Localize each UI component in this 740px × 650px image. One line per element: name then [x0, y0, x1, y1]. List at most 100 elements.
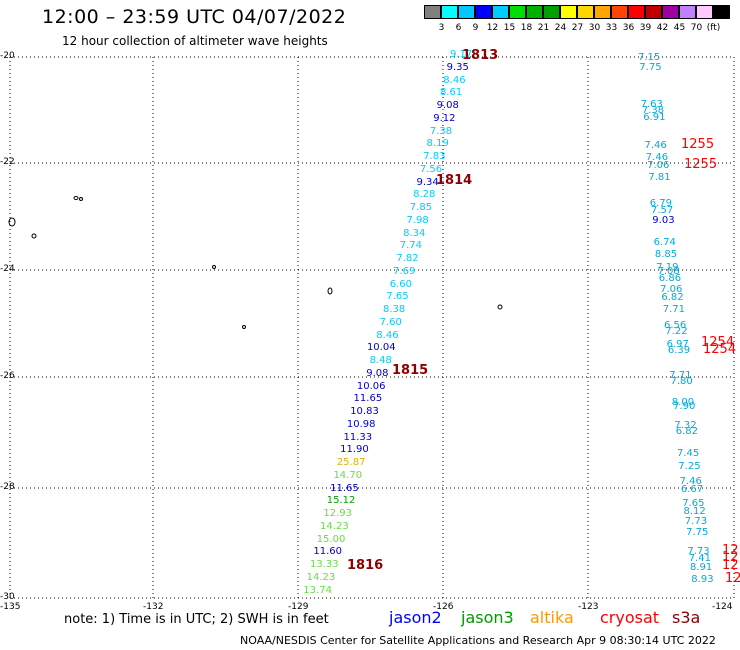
color-swatch [696, 5, 713, 19]
color-scale-label: 39 [639, 23, 652, 33]
color-scale-label: 12 [486, 23, 499, 33]
wave-height-value: 7.63 [640, 99, 663, 110]
wave-height-value: 7.56 [419, 163, 443, 175]
wave-height-value: 8.48 [369, 355, 392, 366]
color-scale-label: 27 [571, 23, 584, 33]
wave-height-value: 15.12 [326, 495, 356, 507]
wave-height-value: 14.23 [306, 571, 336, 583]
satellite-name-s3a: s3a [672, 608, 701, 627]
wave-height-value: 6.79 [649, 198, 672, 209]
wave-height-value: 7.98 [406, 214, 429, 226]
color-scale-label: 36 [622, 23, 635, 33]
footnote: note: 1) Time is in UTC; 2) SWH is in fe… [64, 612, 329, 627]
island-outline [242, 325, 246, 329]
color-scale-label: 30 [588, 23, 601, 33]
wave-height-value: 6.74 [653, 237, 676, 248]
wave-height-value: 14.23 [320, 520, 349, 532]
wave-height-value: 7.19 [656, 262, 679, 273]
wave-height-value: 10.06 [356, 380, 386, 392]
wave-height-value: 7.75 [639, 62, 662, 73]
credit-line: NOAA/NESDIS Center for Satellite Applica… [240, 634, 716, 647]
color-scale-label: 15 [503, 23, 516, 33]
pass-time-label: 1254 [701, 335, 735, 350]
island-outline [8, 217, 16, 227]
wave-height-value: 7.73 [687, 546, 710, 557]
wave-height-value: 6.82 [675, 426, 698, 437]
wave-height-value: 6.39 [667, 345, 691, 356]
wave-height-value: 8.61 [439, 87, 463, 99]
latitude-label: -20 [0, 51, 15, 61]
color-swatch [628, 5, 645, 19]
wave-height-value: 7.06 [660, 284, 683, 295]
color-swatch [458, 5, 475, 19]
wave-height-value: 8.91 [690, 562, 713, 573]
wave-height-value: 14.70 [333, 469, 363, 481]
wave-height-value: 11.65 [330, 482, 359, 494]
wave-height-value: 6.86 [658, 273, 682, 284]
pass-time-label: 12 [722, 543, 739, 558]
wave-height-value: 7.74 [399, 240, 423, 252]
color-swatch [713, 5, 730, 19]
island-outline [79, 197, 83, 201]
color-scale-label: 9 [472, 23, 479, 33]
wave-height-value: 12.93 [323, 508, 353, 519]
longitude-label: -132 [143, 602, 164, 612]
wave-height-value: 9.08 [436, 100, 459, 111]
pass-time-label: 12 [725, 571, 740, 586]
wave-height-value: 7.69 [393, 265, 416, 277]
color-scale-label: 6 [455, 23, 462, 33]
color-scale-label: 3 [438, 23, 445, 33]
color-scale-label: 21 [537, 23, 550, 33]
wave-height-value: 7.08 [657, 266, 680, 277]
island-outline [31, 233, 37, 239]
pass-time-label: 1815 [392, 363, 429, 378]
wave-height-value: 7.90 [673, 401, 696, 412]
satellite-name-cryosat: cryosat [600, 608, 660, 627]
color-swatch [492, 5, 509, 19]
color-swatch [611, 5, 628, 19]
wave-height-value: 7.45 [677, 448, 700, 459]
wave-height-value: 9.03 [652, 215, 675, 226]
pass-time-label: 1813 [462, 48, 499, 63]
latitude-label: -28 [0, 482, 15, 492]
wave-height-value: 7.82 [396, 253, 419, 264]
wave-height-value: 7.83 [423, 151, 446, 162]
wave-height-value: 7.46 [645, 152, 669, 163]
wave-height-value: 8.28 [413, 189, 436, 201]
wave-height-value: 7.38 [429, 125, 453, 137]
color-swatch [594, 5, 611, 19]
satellite-name-jason2: jason2 [389, 608, 442, 627]
wave-height-value: 13.74 [303, 584, 332, 596]
color-scale-label: 45 [673, 23, 686, 33]
wave-height-value: 7.06 [647, 160, 670, 171]
color-scale-label: 18 [520, 23, 533, 33]
wave-height-value: 7.60 [379, 316, 402, 328]
color-scale-label: (ft) [706, 23, 721, 33]
satellite-name-jason3: jason3 [461, 608, 514, 627]
wave-height-value: 11.65 [353, 393, 383, 405]
wave-height-value: 7.22 [665, 326, 688, 337]
color-swatch [526, 5, 543, 19]
color-swatch [645, 5, 662, 19]
latitude-label: -26 [0, 371, 15, 381]
wave-height-value: 7.80 [670, 376, 693, 387]
satellite-name-altika: altika [530, 608, 574, 627]
island-outline [327, 287, 333, 295]
wave-height-value: 11.60 [313, 546, 342, 558]
wave-height-value: 9.12 [433, 112, 456, 124]
color-swatch [475, 5, 492, 19]
wave-height-value: 8.85 [654, 249, 678, 260]
wave-height-value: 9.17 [450, 49, 473, 60]
wave-height-value: 10.04 [366, 342, 396, 354]
longitude-label: -123 [578, 602, 599, 612]
latitude-label: -24 [0, 264, 15, 274]
wave-height-value: 9.34 [416, 176, 439, 188]
wave-height-value: 6.82 [661, 292, 684, 303]
wave-height-value: 7.32 [674, 420, 697, 431]
color-swatch [560, 5, 577, 19]
wave-height-value: 8.12 [683, 506, 706, 517]
wave-height-value: 7.85 [409, 202, 433, 213]
pass-time-label: 1814 [436, 173, 473, 188]
wave-height-value: 8.46 [443, 74, 466, 86]
color-swatch [441, 5, 458, 19]
